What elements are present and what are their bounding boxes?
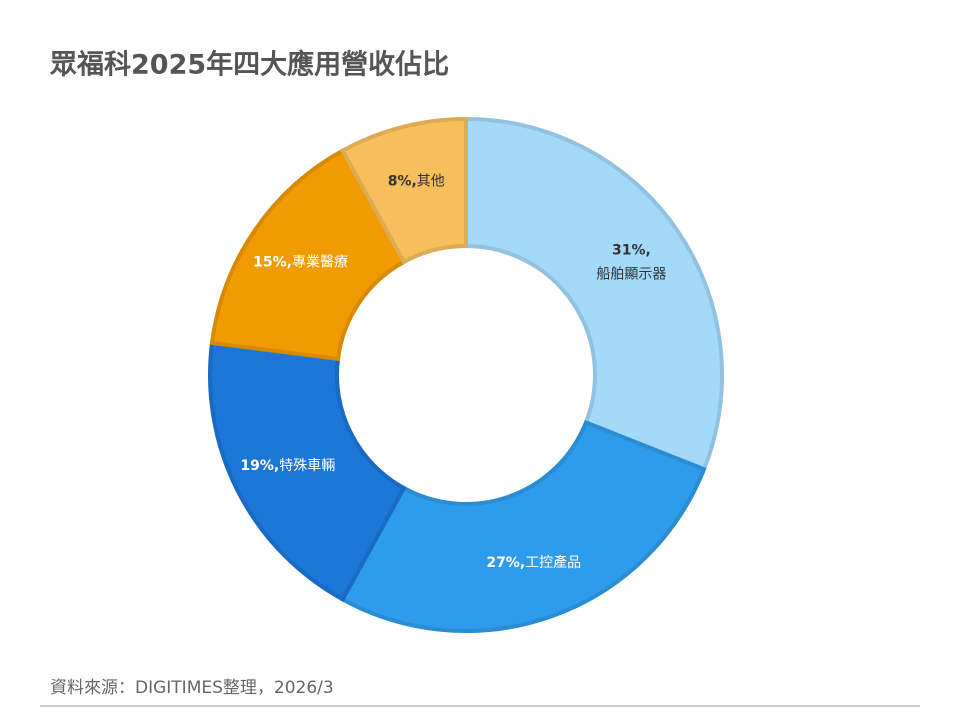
donut-slice [339, 116, 468, 265]
slice-border [339, 419, 707, 633]
slice-label: 31%, 船舶顯示器 [596, 243, 666, 283]
source-note: 資料來源：DIGITIMES整理，2026/3 [50, 678, 334, 698]
slice-border [208, 340, 407, 603]
donut-slice [208, 340, 407, 603]
slice-border [209, 147, 407, 362]
value-label: 19%, [240, 458, 279, 474]
category-label: 船舶顯示器 [596, 267, 666, 283]
donut-slice [464, 116, 724, 472]
value-label: 15%, [253, 255, 292, 271]
slice-label: 8%,其他 [388, 173, 445, 189]
slice-border [339, 116, 468, 265]
donut-slice [209, 147, 407, 362]
donut-slice [339, 419, 707, 633]
chart-title: 眾福科2025年四大應用營收佔比 [49, 49, 449, 81]
slice-border [464, 116, 724, 472]
category-label: 特殊車輛 [279, 457, 335, 474]
category-label: 專業醫療 [292, 254, 348, 271]
category-label: 其他 [417, 173, 445, 189]
value-label: 27%, [486, 555, 525, 571]
slice-label: 19%,特殊車輛 [240, 457, 335, 474]
slice-label: 27%,工控產品 [486, 554, 581, 571]
slice-label: 15%,專業醫療 [253, 254, 348, 271]
category-label: 工控產品 [525, 554, 581, 571]
value-label: 8%, [388, 173, 417, 189]
value-label: 31%, [612, 243, 651, 259]
